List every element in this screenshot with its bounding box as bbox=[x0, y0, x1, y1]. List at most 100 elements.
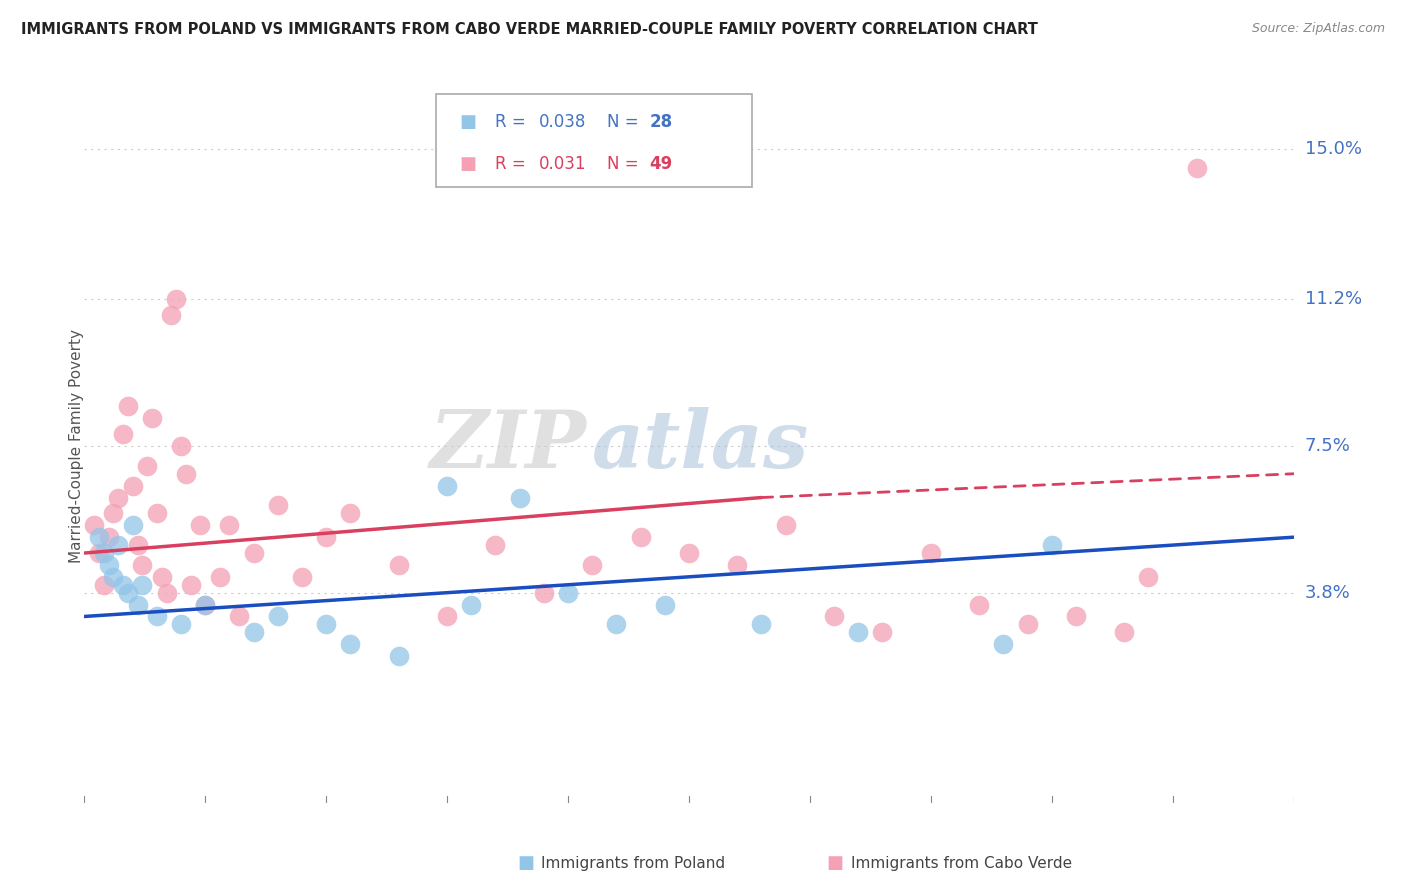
Point bbox=[208, 570, 231, 584]
Point bbox=[150, 570, 173, 584]
Point bbox=[1064, 609, 1087, 624]
Text: IMMIGRANTS FROM POLAND VS IMMIGRANTS FROM CABO VERDE MARRIED-COUPLE FAMILY POVER: IMMIGRANTS FROM POLAND VS IMMIGRANTS FRO… bbox=[21, 22, 1038, 37]
Point bbox=[141, 411, 163, 425]
Point bbox=[920, 546, 942, 560]
Text: 0.031: 0.031 bbox=[538, 155, 586, 173]
Point bbox=[1185, 161, 1208, 176]
Point bbox=[967, 598, 990, 612]
Point bbox=[127, 598, 149, 612]
Point bbox=[725, 558, 748, 572]
Point bbox=[112, 578, 135, 592]
Point bbox=[160, 308, 183, 322]
Point bbox=[146, 507, 169, 521]
Text: 3.8%: 3.8% bbox=[1305, 583, 1350, 602]
Point bbox=[155, 585, 177, 599]
Text: N =: N = bbox=[607, 113, 644, 131]
Text: atlas: atlas bbox=[592, 408, 810, 484]
Point bbox=[388, 558, 411, 572]
Point bbox=[242, 625, 264, 640]
Point bbox=[242, 546, 264, 560]
Point bbox=[97, 530, 120, 544]
Point bbox=[194, 598, 217, 612]
Point bbox=[581, 558, 603, 572]
Point bbox=[165, 293, 187, 307]
Point bbox=[678, 546, 700, 560]
Point bbox=[654, 598, 676, 612]
Text: ■: ■ bbox=[517, 855, 534, 872]
Point bbox=[1017, 617, 1039, 632]
Text: R =: R = bbox=[495, 155, 531, 173]
Point bbox=[267, 499, 290, 513]
Point bbox=[117, 585, 139, 599]
Point bbox=[131, 578, 153, 592]
Point bbox=[93, 578, 115, 592]
Point bbox=[993, 637, 1015, 651]
Text: ■: ■ bbox=[827, 855, 844, 872]
Text: ■: ■ bbox=[460, 113, 477, 131]
Text: Immigrants from Poland: Immigrants from Poland bbox=[541, 856, 725, 871]
Text: 11.2%: 11.2% bbox=[1305, 290, 1362, 309]
Point bbox=[170, 439, 193, 453]
Text: Source: ZipAtlas.com: Source: ZipAtlas.com bbox=[1251, 22, 1385, 36]
Text: 28: 28 bbox=[650, 113, 672, 131]
Point bbox=[87, 546, 110, 560]
Text: N =: N = bbox=[607, 155, 644, 173]
Point bbox=[436, 609, 458, 624]
Point bbox=[121, 478, 143, 492]
Text: R =: R = bbox=[495, 113, 531, 131]
Point bbox=[194, 598, 217, 612]
Point bbox=[180, 578, 202, 592]
Text: ■: ■ bbox=[460, 155, 477, 173]
Point bbox=[315, 530, 337, 544]
Point bbox=[872, 625, 894, 640]
Point bbox=[87, 530, 110, 544]
Point bbox=[533, 585, 555, 599]
Point bbox=[93, 546, 115, 560]
Point bbox=[117, 400, 139, 414]
Point bbox=[174, 467, 197, 481]
Point bbox=[121, 518, 143, 533]
Point bbox=[218, 518, 240, 533]
Point bbox=[339, 507, 361, 521]
Point bbox=[557, 585, 579, 599]
Point bbox=[460, 598, 482, 612]
Point bbox=[291, 570, 314, 584]
Point bbox=[846, 625, 869, 640]
Text: ZIP: ZIP bbox=[429, 408, 586, 484]
Point bbox=[131, 558, 153, 572]
Y-axis label: Married-Couple Family Poverty: Married-Couple Family Poverty bbox=[69, 329, 83, 563]
Point bbox=[751, 617, 773, 632]
Point bbox=[823, 609, 845, 624]
Text: 0.038: 0.038 bbox=[538, 113, 586, 131]
Point bbox=[107, 491, 129, 505]
Point bbox=[775, 518, 797, 533]
Text: 7.5%: 7.5% bbox=[1305, 437, 1351, 455]
Point bbox=[146, 609, 169, 624]
Point bbox=[107, 538, 129, 552]
Point bbox=[1137, 570, 1160, 584]
Point bbox=[103, 570, 125, 584]
Point bbox=[484, 538, 506, 552]
Point bbox=[509, 491, 531, 505]
Point bbox=[1114, 625, 1136, 640]
Point bbox=[1040, 538, 1063, 552]
Point bbox=[315, 617, 337, 632]
Point bbox=[190, 518, 212, 533]
Point bbox=[83, 518, 105, 533]
Point bbox=[103, 507, 125, 521]
Point bbox=[605, 617, 627, 632]
Point bbox=[228, 609, 250, 624]
Point bbox=[112, 427, 135, 442]
Point bbox=[170, 617, 193, 632]
Point bbox=[136, 458, 159, 473]
Point bbox=[436, 478, 458, 492]
Point bbox=[97, 558, 120, 572]
Point bbox=[267, 609, 290, 624]
Text: 49: 49 bbox=[650, 155, 673, 173]
Point bbox=[630, 530, 652, 544]
Text: 15.0%: 15.0% bbox=[1305, 140, 1361, 158]
Text: Immigrants from Cabo Verde: Immigrants from Cabo Verde bbox=[851, 856, 1071, 871]
Point bbox=[127, 538, 149, 552]
Point bbox=[339, 637, 361, 651]
Point bbox=[388, 649, 411, 664]
